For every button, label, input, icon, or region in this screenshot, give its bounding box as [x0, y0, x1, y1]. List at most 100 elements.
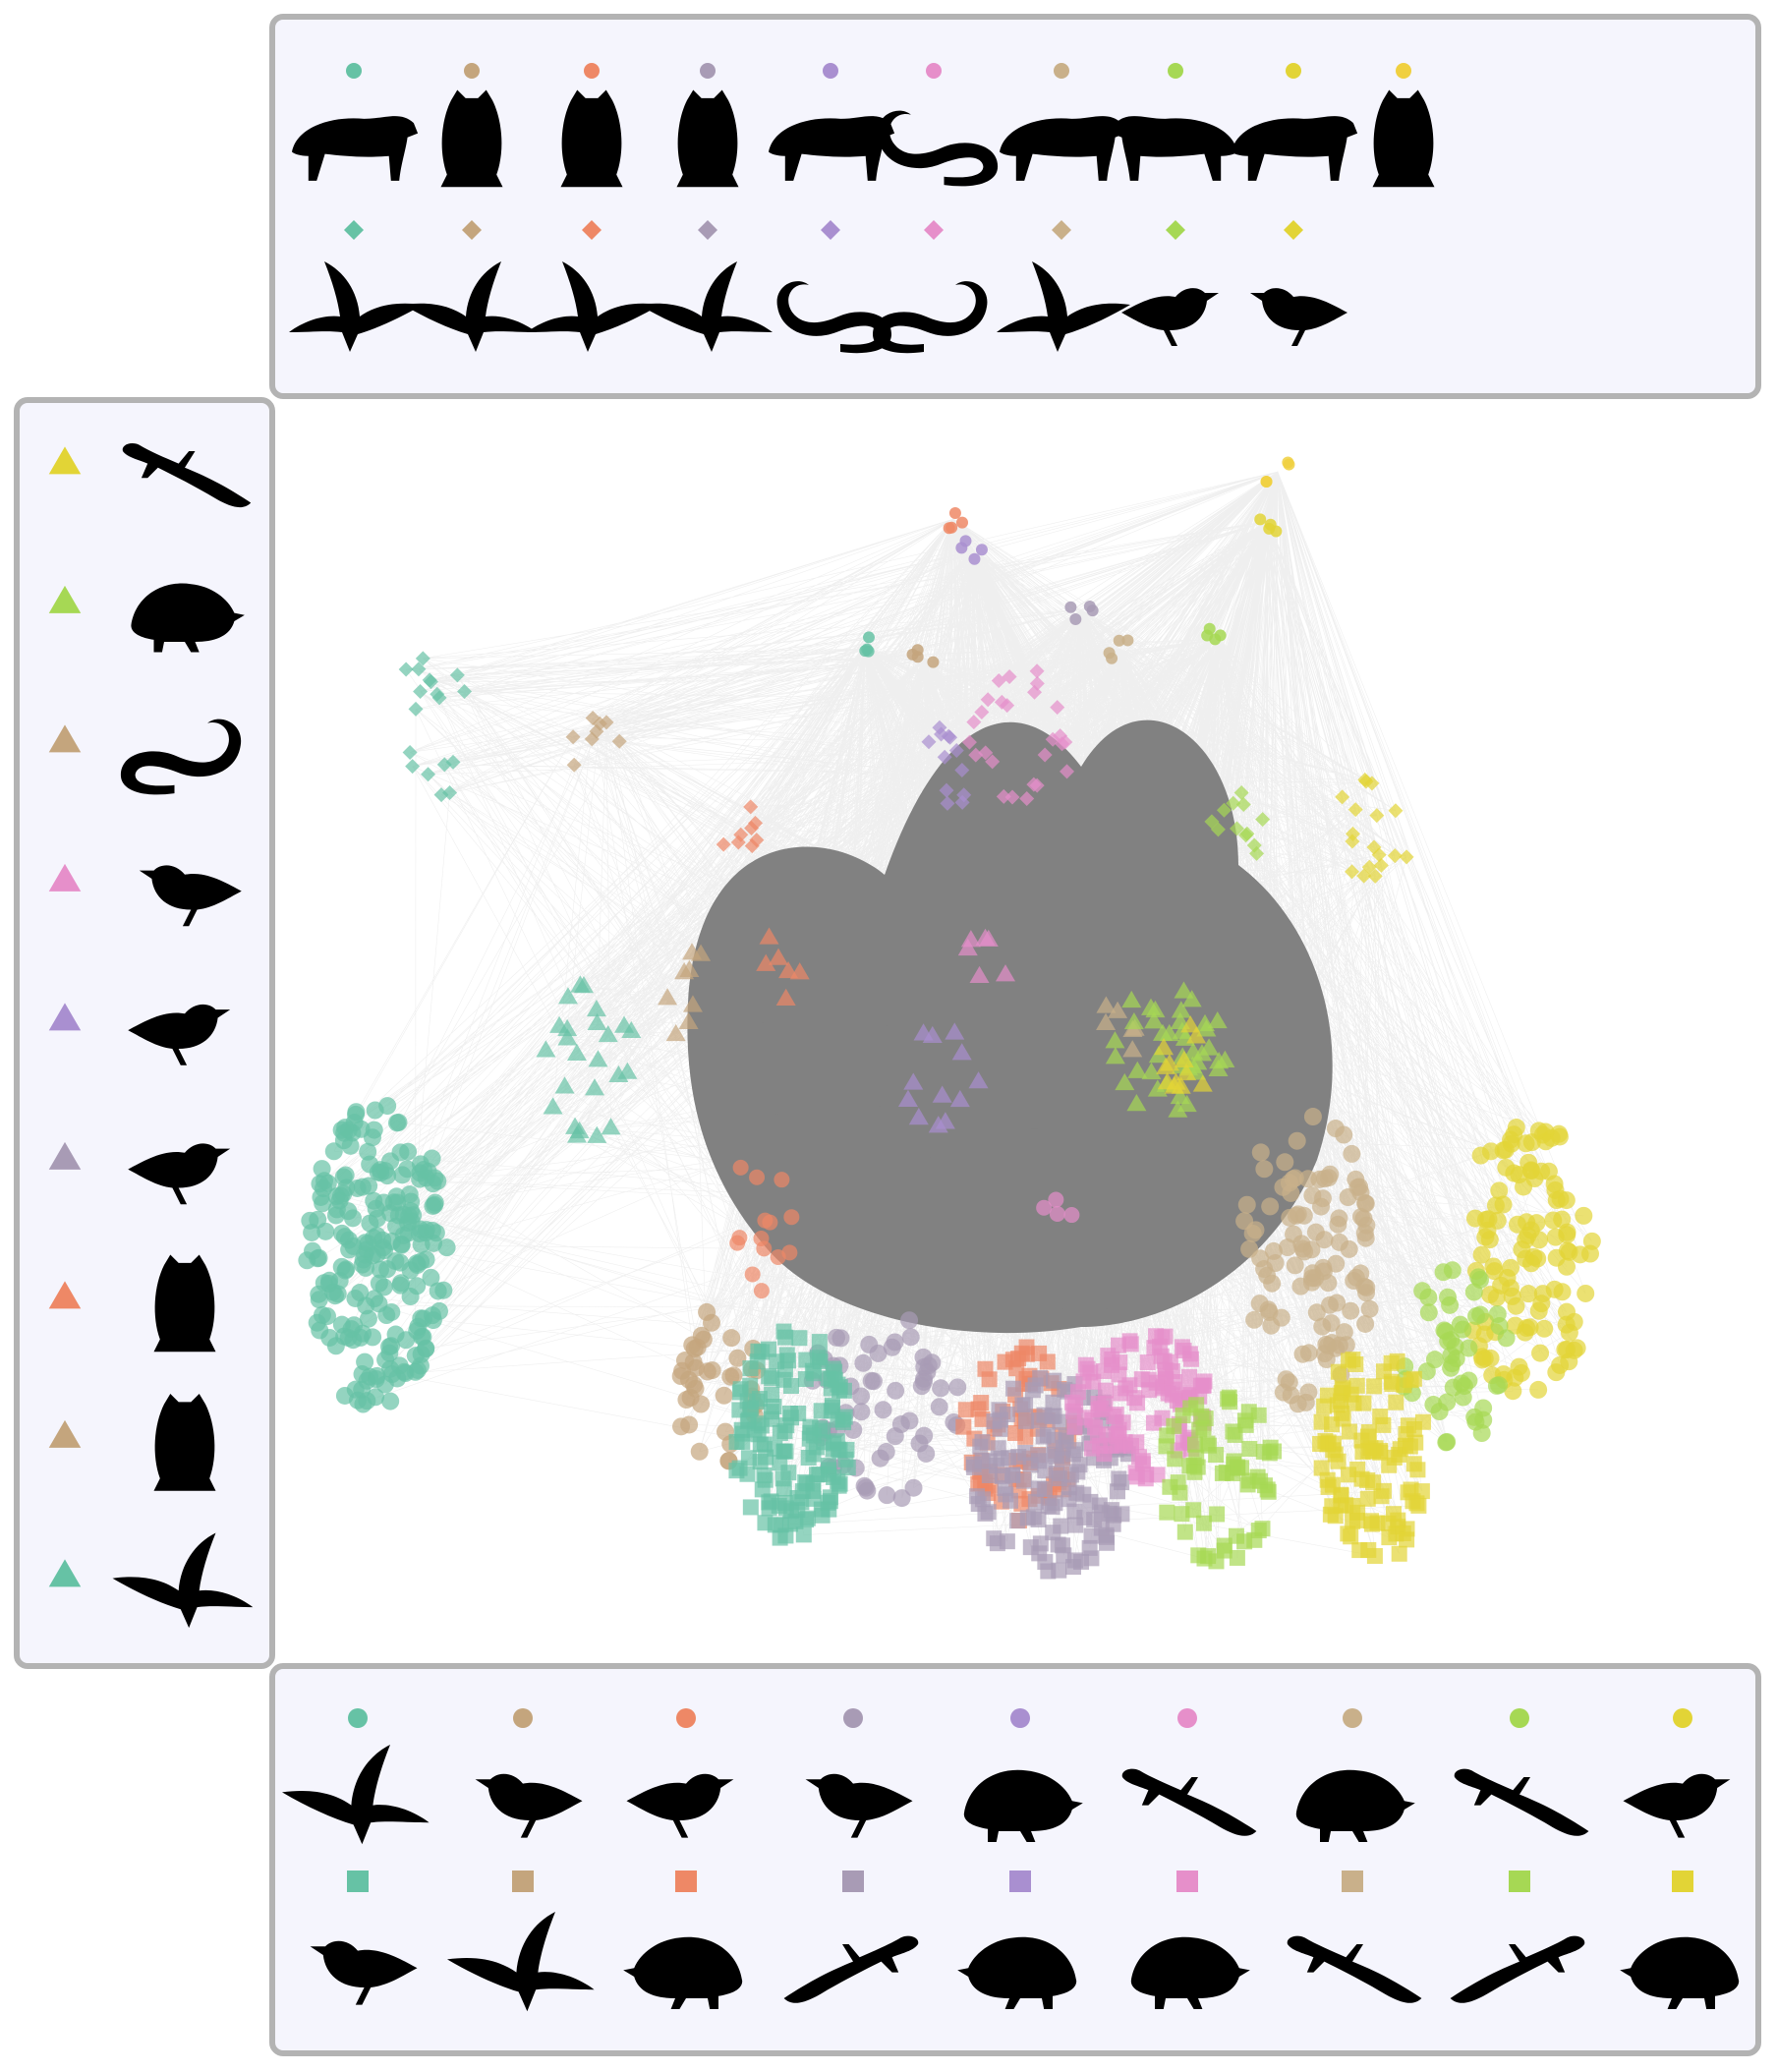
- network-node: [1044, 1409, 1060, 1425]
- network-node: [1049, 1206, 1065, 1223]
- hub-node-dot: [863, 631, 876, 644]
- node-cluster: [1235, 1108, 1379, 1413]
- network-node: [672, 1417, 691, 1436]
- network-node: [852, 1403, 871, 1421]
- network-node: [1022, 1457, 1039, 1473]
- legend-bottom-row1-item: [1454, 1708, 1589, 1836]
- network-node: [1176, 1524, 1193, 1540]
- network-node: [1343, 1144, 1361, 1163]
- network-node: [932, 719, 947, 735]
- network-node: [1286, 1256, 1304, 1275]
- network-node: [566, 1043, 587, 1062]
- legend-circle-marker: [1177, 1708, 1197, 1728]
- flying-buzzard-icon: [639, 261, 773, 352]
- network-node: [1402, 1438, 1418, 1455]
- network-node: [749, 833, 765, 848]
- network-node: [1115, 1072, 1135, 1091]
- network-node: [1335, 1125, 1353, 1144]
- network-node: [1375, 1416, 1392, 1433]
- network-core: [687, 719, 1333, 1334]
- network-node: [1111, 1470, 1127, 1487]
- network-node: [1530, 1231, 1549, 1249]
- network-node: [739, 1466, 756, 1482]
- network-node: [1019, 1510, 1036, 1526]
- network-node: [1369, 808, 1385, 824]
- network-node: [994, 694, 1009, 710]
- newt-icon: [1121, 1768, 1257, 1836]
- network-node: [1122, 1040, 1143, 1058]
- network-node: [1249, 845, 1265, 861]
- legend-square-marker: [1342, 1871, 1363, 1892]
- network-node: [1262, 1316, 1281, 1335]
- network-node: [1502, 1130, 1520, 1149]
- legend-square-marker: [1009, 1871, 1031, 1892]
- legend-left-item: [48, 1141, 231, 1205]
- network-node: [1058, 734, 1073, 750]
- network-node: [805, 1490, 822, 1507]
- legend-bottom-row1-item: [1295, 1708, 1415, 1842]
- network-node: [805, 1427, 822, 1444]
- network-node: [1156, 1057, 1176, 1074]
- legend-triangle-marker: [48, 1003, 82, 1031]
- legend-top-row1-item: [560, 63, 623, 188]
- network-node: [543, 1097, 563, 1115]
- network-node: [1147, 1079, 1168, 1097]
- network-node: [332, 1121, 351, 1139]
- network-node: [1235, 1212, 1254, 1231]
- network-node: [999, 1533, 1015, 1550]
- legend-circle-marker: [464, 63, 480, 79]
- network-node: [601, 1118, 621, 1135]
- hub-node-dot: [906, 648, 919, 661]
- network-node: [1251, 1143, 1270, 1162]
- legend-top-row2-item: [289, 220, 423, 352]
- network-node: [1050, 700, 1065, 716]
- network-node: [1066, 1552, 1083, 1569]
- network-node: [900, 1311, 919, 1330]
- network-node: [1149, 1467, 1166, 1483]
- node-cluster: [961, 663, 1075, 807]
- network-node: [957, 1402, 974, 1418]
- network-node: [1568, 1339, 1586, 1357]
- network-node: [1508, 1215, 1526, 1234]
- network-node: [1019, 791, 1035, 807]
- network-node: [1096, 1446, 1113, 1463]
- network-node: [359, 1309, 377, 1328]
- network-node: [732, 1381, 749, 1398]
- legend-top-row2-item: [639, 220, 773, 352]
- network-node: [939, 782, 954, 798]
- network-node: [374, 1278, 393, 1296]
- network-node: [1313, 1317, 1332, 1336]
- network-node: [585, 711, 601, 726]
- network-node: [1287, 1206, 1305, 1225]
- legend-diamond-marker: [698, 220, 717, 240]
- network-node: [743, 799, 759, 815]
- network-node: [716, 836, 731, 852]
- network-node: [1112, 1354, 1128, 1371]
- network-node: [1327, 1508, 1344, 1525]
- network-node: [715, 1386, 733, 1405]
- network-node: [908, 1108, 929, 1125]
- network-node: [402, 744, 418, 760]
- network-node: [1040, 1497, 1057, 1514]
- network-node: [749, 1169, 766, 1185]
- diving-harrier-icon: [527, 261, 660, 352]
- network-node: [397, 1331, 416, 1350]
- legend-bottom-row1-item: [963, 1708, 1083, 1842]
- legend-diamond-marker: [582, 220, 602, 240]
- legend-top-row2-item: [997, 220, 1130, 352]
- legend-circle-marker: [843, 1708, 863, 1728]
- network-node: [1159, 1504, 1175, 1521]
- shrike-icon: [128, 1143, 231, 1205]
- network-node: [1240, 1404, 1257, 1420]
- network-node: [1347, 802, 1363, 818]
- network-node: [915, 1426, 934, 1445]
- network-node: [346, 1289, 365, 1307]
- network-node: [365, 1191, 383, 1210]
- network-node: [1490, 1376, 1509, 1395]
- slender-snake-icon: [877, 110, 999, 187]
- network-node: [764, 1386, 780, 1403]
- network-node: [754, 1481, 771, 1498]
- network-node: [1241, 1440, 1258, 1457]
- legend-bottom-row1-item: [282, 1708, 430, 1845]
- network-node: [932, 1085, 952, 1103]
